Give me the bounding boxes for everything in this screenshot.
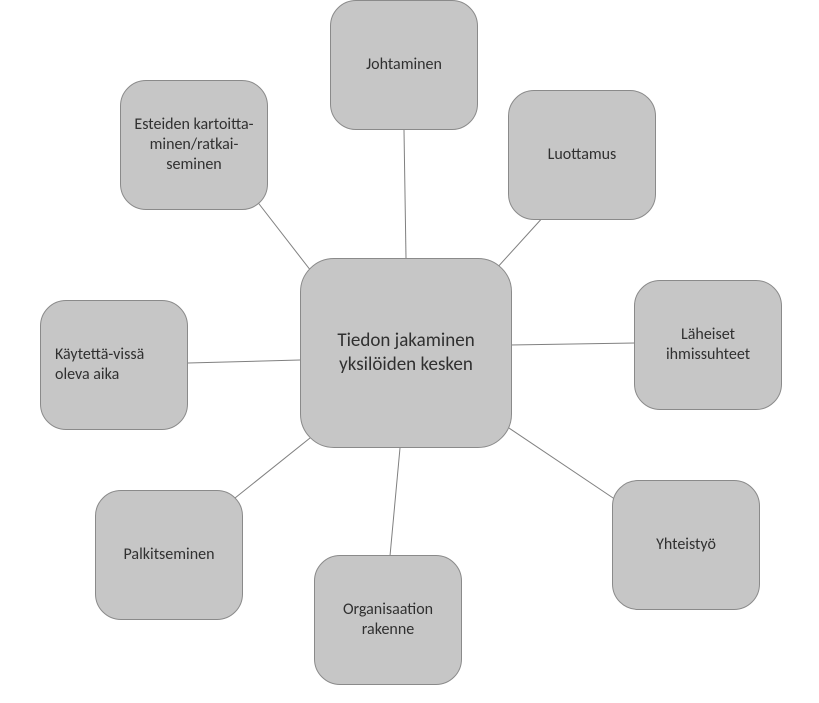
edge-line (510, 343, 635, 345)
outer-node-yhteistyo: Yhteistyö (612, 480, 760, 610)
outer-node-org_rakenne: Organisaation rakenne (314, 555, 462, 685)
outer-node-label: Käytettä-vissä oleva aika (55, 345, 179, 385)
outer-node-label: Luottamus (548, 145, 617, 165)
outer-node-label: Johtaminen (366, 55, 442, 75)
outer-node-esteet: Esteiden kartoitta-minen/ratkai-seminen (120, 80, 268, 210)
edge-line (188, 360, 300, 363)
outer-node-label: Organisaation rakenne (323, 600, 453, 640)
edge-line (225, 430, 320, 506)
outer-node-aika: Käytettä-vissä oleva aika (40, 300, 188, 430)
edge-line (404, 130, 406, 258)
center-node: Tiedon jakaminen yksilöiden kesken (300, 258, 512, 448)
outer-node-palkitseminen: Palkitseminen (95, 490, 243, 620)
outer-node-luottamus: Luottamus (508, 90, 656, 220)
center-label: Tiedon jakaminen yksilöiden kesken (309, 329, 503, 377)
edge-line (497, 420, 628, 508)
outer-node-label: Palkitseminen (123, 545, 214, 565)
outer-node-label: Yhteistyö (656, 535, 716, 555)
outer-node-label: Esteiden kartoitta-minen/ratkai-seminen (129, 115, 259, 175)
outer-node-johtaminen: Johtaminen (330, 0, 478, 130)
outer-node-ihmissuhteet: Läheiset ihmissuhteet (634, 280, 782, 410)
edge-line (390, 448, 400, 556)
outer-node-label: Läheiset ihmissuhteet (643, 325, 773, 365)
